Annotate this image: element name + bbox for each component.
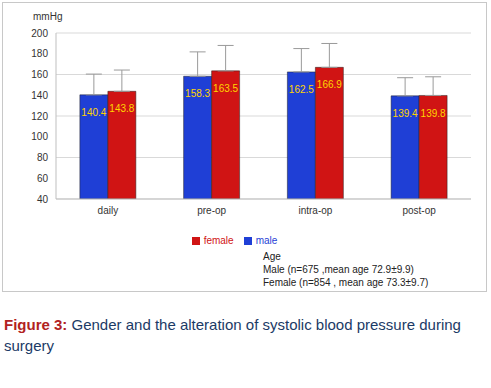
svg-text:166.9: 166.9 xyxy=(317,79,342,90)
svg-text:80: 80 xyxy=(37,152,49,163)
svg-text:139.4: 139.4 xyxy=(393,108,418,119)
svg-text:143.8: 143.8 xyxy=(109,103,134,114)
svg-text:200: 200 xyxy=(31,28,48,39)
svg-text:139.8: 139.8 xyxy=(421,108,446,119)
html-text:male: male xyxy=(255,235,278,246)
svg-text:40: 40 xyxy=(37,194,49,205)
svg-text:intra-op: intra-op xyxy=(298,205,332,216)
html-text:mmHg: mmHg xyxy=(33,11,63,22)
html-text:Male (n=675 ,mean age 72.9±9.9: Male (n=675 ,mean age 72.9±9.9) xyxy=(263,264,414,275)
html-text:Figure 3: Gender and the alter: Figure 3: Gender and the alteration of s… xyxy=(4,316,461,354)
svg-text:140.4: 140.4 xyxy=(81,107,106,118)
html-text:Female (n=854 , mean age 73.3±: Female (n=854 , mean age 73.3±9.7) xyxy=(263,277,429,288)
svg-text:162.5: 162.5 xyxy=(289,84,314,95)
html-text:Age: Age xyxy=(263,251,281,262)
svg-text:160: 160 xyxy=(31,69,48,80)
svg-text:120: 120 xyxy=(31,111,48,122)
svg-text:180: 180 xyxy=(31,48,48,59)
svg-text:60: 60 xyxy=(37,173,49,184)
svg-text:pre-op: pre-op xyxy=(197,205,226,216)
svg-text:100: 100 xyxy=(31,131,48,142)
svg-text:140: 140 xyxy=(31,90,48,101)
svg-text:158.3: 158.3 xyxy=(185,88,210,99)
html-text:female: female xyxy=(203,235,234,246)
svg-text:post-op: post-op xyxy=(402,205,436,216)
svg-text:163.5: 163.5 xyxy=(213,83,238,94)
svg-text:daily: daily xyxy=(98,205,119,216)
